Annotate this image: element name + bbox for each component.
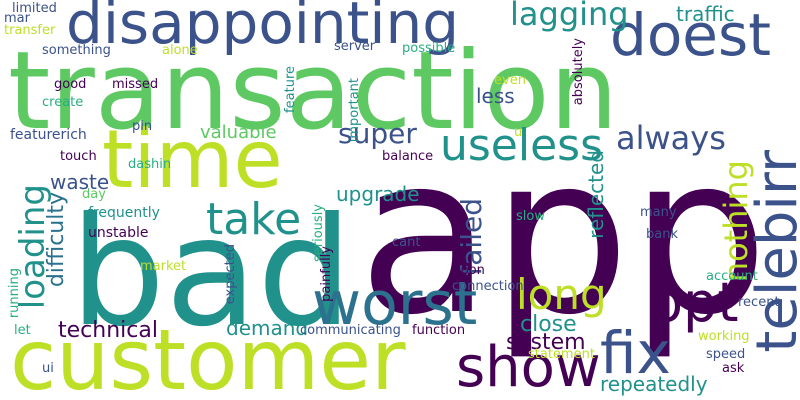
word-cloud-word: server (334, 39, 376, 54)
word-cloud-word: opt (650, 271, 739, 334)
word-cloud-word: difficulty (44, 192, 69, 288)
word-cloud-word: dashin (128, 157, 172, 172)
word-cloud-word: something (42, 43, 111, 58)
word-cloud-word: let (14, 323, 31, 338)
word-cloud-word: working (698, 329, 750, 344)
word-cloud-word: system (506, 330, 586, 355)
word-cloud-word: painfully (319, 246, 334, 302)
word-cloud-word: less (476, 84, 515, 108)
word-cloud-word: bad (70, 186, 353, 360)
word-cloud-word: create (42, 95, 84, 110)
word-cloud-word: account (706, 269, 758, 284)
word-cloud-word: technical (58, 318, 158, 343)
word-cloud-word: unstable (88, 225, 149, 241)
word-cloud-word: limited (12, 1, 57, 16)
word-cloud-word: touch (60, 149, 97, 164)
word-cloud-word: nothing (717, 160, 755, 283)
word-cloud-word: repeatedly (600, 372, 708, 396)
word-cloud-word: worst (312, 269, 478, 339)
word-cloud-word: many (640, 205, 677, 220)
word-cloud-word: alone (162, 43, 198, 58)
word-cloud-word: reflected (584, 150, 608, 239)
word-cloud-word: transaction (8, 29, 619, 154)
word-cloud-word: feature (283, 66, 298, 113)
word-cloud-word: featurerich (10, 127, 87, 143)
word-cloud-word: transfer (4, 23, 56, 38)
word-cloud-word: take (206, 194, 302, 245)
word-cloud-word: customer (10, 311, 406, 400)
word-cloud-word: u (514, 125, 523, 140)
word-cloud-word: recent (738, 295, 780, 310)
word-cloud-word: pin (132, 119, 153, 134)
word-cloud-word: slow (516, 209, 545, 224)
word-cloud-word: good (54, 77, 87, 92)
word-cloud-word: market (140, 259, 187, 274)
word-cloud-word: close (520, 312, 577, 337)
word-cloud-word: function (412, 323, 466, 338)
word-cloud-word: always (616, 119, 726, 157)
word-cloud-word: bank (646, 227, 678, 242)
word-cloud-word: cant (392, 235, 421, 250)
word-cloud-word: demand (226, 316, 309, 340)
word-cloud-word: time (102, 113, 283, 206)
word-cloud-word: valuable (200, 122, 277, 143)
word-cloud-word: doest (610, 1, 771, 69)
word-cloud-word: ask (722, 361, 745, 376)
word-cloud-word: statement (528, 347, 595, 362)
word-cloud-word: disappointing (66, 0, 460, 57)
word-cloud-word: super (338, 117, 417, 150)
word-cloud-word: long (516, 270, 607, 319)
word-cloud-word: mar (4, 11, 30, 26)
word-cloud-word: ui (42, 361, 54, 376)
word-cloud-word: day (82, 187, 106, 202)
word-cloud-word: connection (452, 279, 524, 294)
word-cloud-word: communicating (300, 323, 401, 338)
word-cloud-word: possible (402, 41, 456, 56)
word-cloud-word: useless (440, 120, 604, 171)
word-cloud-word: frequently (88, 205, 160, 221)
word-cloud-word: important (347, 78, 362, 143)
word-cloud-word: app (358, 110, 769, 363)
word-cloud-word: balance (382, 149, 434, 164)
word-cloud-word: fix (600, 319, 671, 387)
word-cloud-word: speed (706, 347, 746, 362)
word-cloud-word: expected (223, 244, 238, 305)
word-cloud-word: upgrade (336, 182, 420, 206)
word-cloud-word: soon (454, 263, 485, 278)
word-cloud-word: telebirr (745, 150, 800, 353)
word-cloud-word: running (7, 268, 22, 319)
word-cloud-word: lagging (510, 0, 629, 33)
word-cloud-word: show (456, 335, 601, 400)
word-cloud-word: absolutely (571, 38, 586, 106)
word-cloud-word: waste (50, 170, 110, 194)
word-cloud-word: traffic (676, 2, 735, 26)
word-cloud-word: even (494, 73, 526, 88)
word-cloud-word: missed (112, 77, 159, 92)
